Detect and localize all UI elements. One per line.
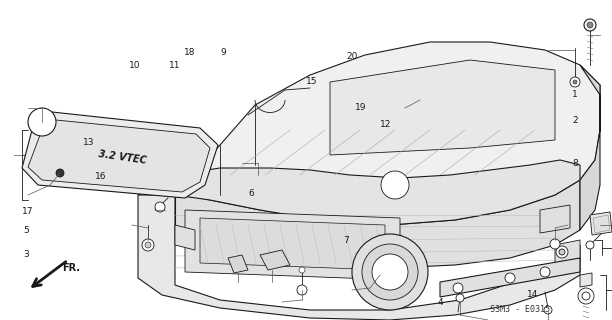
Text: 20: 20: [346, 52, 357, 60]
Text: 9: 9: [220, 48, 226, 57]
Circle shape: [381, 171, 409, 199]
Circle shape: [540, 267, 550, 277]
Polygon shape: [580, 273, 592, 287]
Polygon shape: [593, 215, 610, 233]
Polygon shape: [228, 255, 248, 273]
Circle shape: [544, 306, 552, 314]
Circle shape: [352, 234, 428, 310]
Polygon shape: [260, 250, 290, 270]
Text: FR.: FR.: [62, 263, 80, 273]
Circle shape: [505, 273, 515, 283]
Circle shape: [142, 239, 154, 251]
Text: 13: 13: [83, 138, 94, 147]
Polygon shape: [175, 225, 195, 250]
Circle shape: [453, 283, 463, 293]
Text: 17: 17: [22, 207, 33, 216]
Polygon shape: [175, 180, 580, 268]
Polygon shape: [185, 210, 400, 280]
Polygon shape: [440, 258, 580, 297]
Text: 8: 8: [572, 159, 578, 168]
Text: 5: 5: [23, 226, 29, 235]
Circle shape: [372, 254, 408, 290]
Text: 4: 4: [438, 298, 444, 307]
Text: 16: 16: [95, 172, 106, 180]
Circle shape: [573, 80, 577, 84]
Polygon shape: [22, 112, 218, 198]
Circle shape: [556, 246, 568, 258]
Text: 10: 10: [129, 61, 140, 70]
Text: S3M3 - E0315: S3M3 - E0315: [490, 306, 550, 315]
Circle shape: [550, 239, 560, 249]
Text: 3: 3: [23, 250, 29, 259]
Circle shape: [570, 77, 580, 87]
Circle shape: [155, 202, 165, 212]
Circle shape: [586, 241, 594, 249]
Polygon shape: [330, 60, 555, 155]
Text: 12: 12: [380, 120, 391, 129]
Circle shape: [582, 292, 590, 300]
Circle shape: [587, 22, 593, 28]
Text: 15: 15: [307, 77, 318, 86]
Polygon shape: [590, 212, 612, 235]
Polygon shape: [200, 218, 385, 270]
Circle shape: [145, 242, 151, 248]
Text: 6: 6: [248, 189, 254, 198]
Circle shape: [559, 249, 565, 255]
Circle shape: [28, 108, 56, 136]
Polygon shape: [28, 120, 210, 192]
Polygon shape: [138, 160, 580, 225]
Circle shape: [56, 169, 64, 177]
Text: 19: 19: [356, 103, 367, 112]
Circle shape: [362, 244, 418, 300]
Text: 11: 11: [169, 61, 180, 70]
Polygon shape: [175, 42, 600, 225]
Text: 2: 2: [572, 116, 578, 124]
Polygon shape: [540, 205, 570, 233]
Text: 1: 1: [572, 90, 578, 99]
Circle shape: [578, 288, 594, 304]
Circle shape: [456, 294, 464, 302]
Text: 3.2 VTEC: 3.2 VTEC: [97, 149, 147, 165]
Polygon shape: [580, 65, 600, 230]
Text: 18: 18: [184, 48, 195, 57]
Circle shape: [297, 285, 307, 295]
Circle shape: [299, 267, 305, 273]
Circle shape: [584, 19, 596, 31]
Text: 14: 14: [527, 290, 538, 299]
Polygon shape: [138, 175, 580, 320]
Text: 7: 7: [343, 236, 349, 244]
Polygon shape: [555, 240, 580, 265]
